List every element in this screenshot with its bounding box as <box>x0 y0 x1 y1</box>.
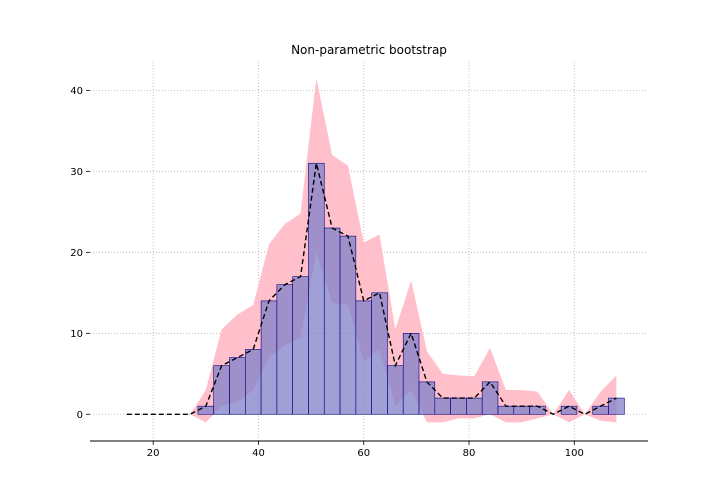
histogram-bar-7 <box>229 357 246 415</box>
histogram-bar-24 <box>497 405 515 415</box>
chart-title: Non-parametric bootstrap <box>291 43 447 57</box>
histogram-bar-30 <box>592 405 609 415</box>
y-tick-label-2: 20 <box>70 248 83 259</box>
x-tick-label-1: 40 <box>252 448 265 459</box>
histogram-bar-12 <box>308 162 325 415</box>
histogram-bar-15 <box>355 300 372 415</box>
histogram-bar-5 <box>197 405 215 415</box>
histogram-bars <box>197 162 625 415</box>
histogram-bar-17 <box>387 365 404 415</box>
x-tick-label-2: 60 <box>357 448 370 459</box>
mean-line <box>126 163 617 416</box>
histogram-bar-23 <box>481 381 499 415</box>
histogram-bar-26 <box>529 405 546 415</box>
y-tick-label-3: 30 <box>70 167 83 178</box>
histogram-bar-8 <box>244 349 262 415</box>
histogram-bar-21 <box>450 397 467 415</box>
histogram-bar-6 <box>213 365 230 415</box>
histogram-bar-19 <box>418 381 436 415</box>
histogram-bar-16 <box>371 292 388 415</box>
x-tick-label-3: 80 <box>463 448 476 459</box>
histogram-bar-22 <box>466 397 483 415</box>
x-tick-label-4: 100 <box>565 448 584 459</box>
bootstrap-mean-line <box>126 163 617 416</box>
histogram-bar-20 <box>434 397 451 415</box>
histogram-bar-14 <box>339 235 357 415</box>
histogram-bar-18 <box>402 332 420 415</box>
y-tick-label-0: 0 <box>77 410 83 421</box>
x-tick-label-0: 20 <box>147 448 160 459</box>
y-tick-label-4: 40 <box>70 86 83 97</box>
axes: 20 40 60 80 100 0 10 20 30 40 <box>70 86 648 459</box>
histogram-bar-28 <box>560 405 578 415</box>
y-tick-label-1: 10 <box>70 329 83 340</box>
histogram-bar-10 <box>276 284 293 415</box>
histogram-bar-25 <box>513 405 530 415</box>
histogram-bar-13 <box>323 227 341 415</box>
histogram-bar-11 <box>292 276 309 415</box>
